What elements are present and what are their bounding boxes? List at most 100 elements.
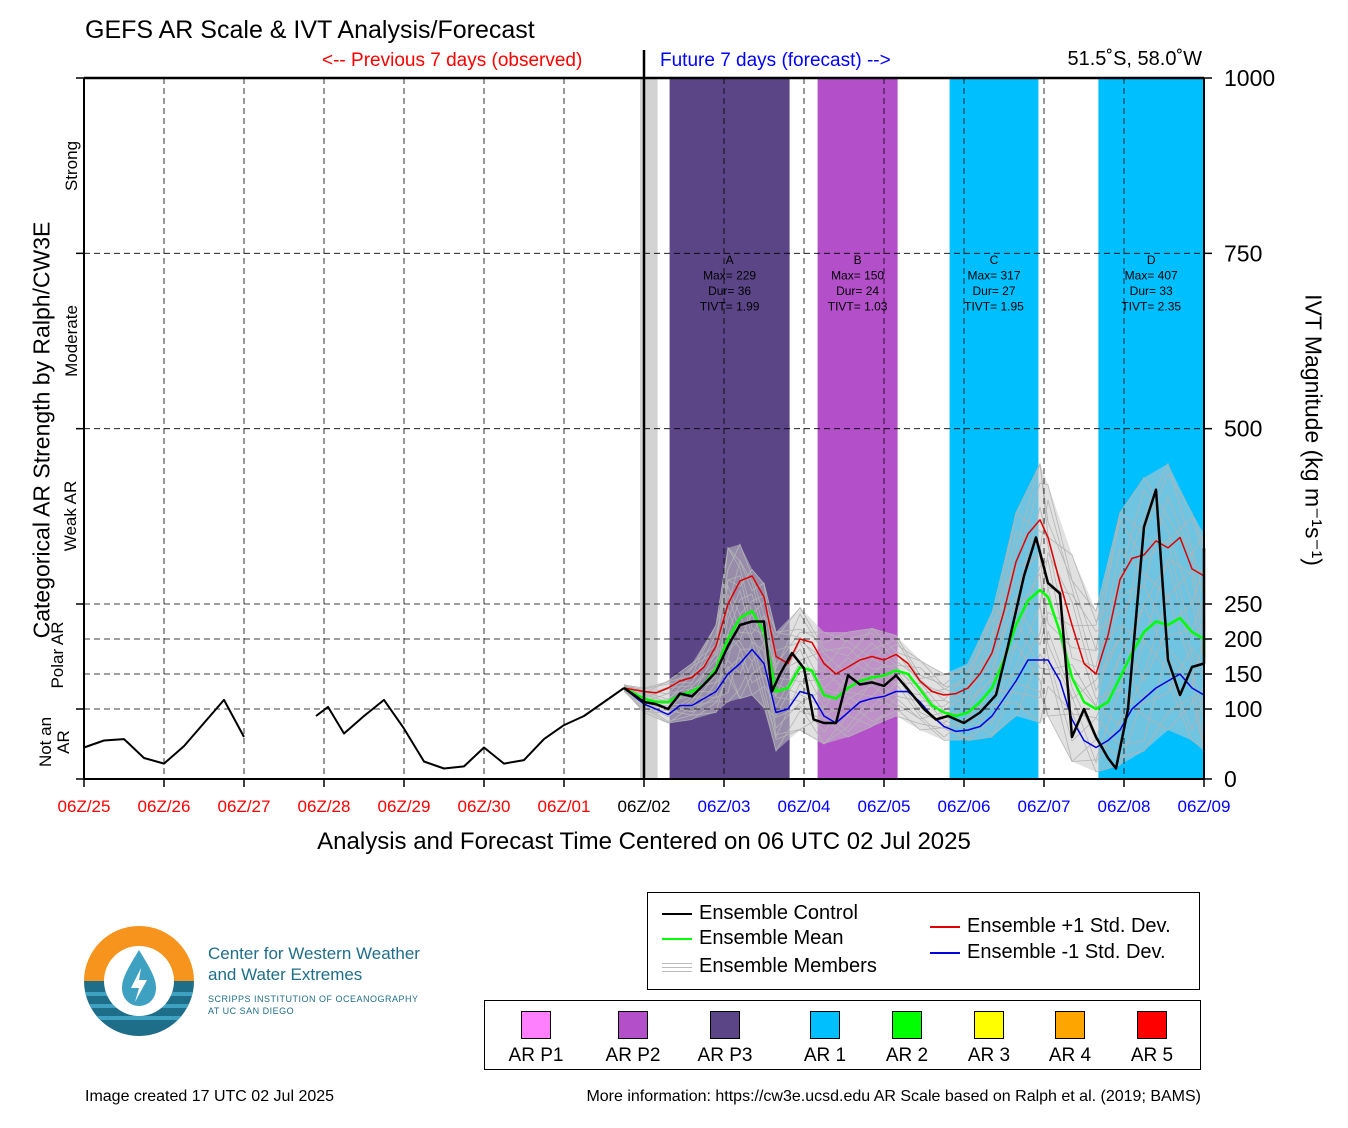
y-tick-label: 250	[1224, 591, 1262, 617]
category-weak-ar: Weak AR	[61, 480, 80, 552]
previous-days-label: <-- Previous 7 days (observed)	[322, 50, 583, 71]
observed-control-line	[315, 687, 625, 770]
ar-scale-item: AR 5	[1107, 1011, 1197, 1067]
x-tick-label: 06Z/25	[58, 797, 111, 816]
logo-subtitle: SCRIPPS INSTITUTION OF OCEANOGRAPHY AT UC…	[208, 993, 419, 1017]
ar-swatch	[618, 1011, 648, 1039]
legend-swatch	[662, 959, 692, 974]
logo-line-1: Center for Western Weather	[208, 944, 420, 963]
logo-title: Center for Western Weather and Water Extr…	[208, 943, 420, 985]
water-drop-lightning-icon	[84, 926, 194, 1036]
ar-label: AR P1	[508, 1045, 564, 1066]
ar-event-label: Max= 150	[831, 269, 884, 283]
ensemble-control-line	[623, 488, 1206, 770]
x-tick-label: 06Z/01	[538, 797, 591, 816]
y-tick-label: 0	[1224, 766, 1237, 792]
location-coordinates: 51.5˚S, 58.0˚W	[1067, 48, 1202, 70]
ar-swatch	[1055, 1011, 1085, 1039]
ar-event-label: Dur= 36	[708, 284, 751, 298]
ar-label: AR 2	[885, 1045, 929, 1066]
legend-swatch	[930, 951, 960, 954]
ar-scale-item: AR 3	[944, 1011, 1034, 1067]
legend-label: Ensemble +1 Std. Dev.	[967, 915, 1171, 937]
ensemble-member-line	[623, 630, 1205, 764]
category-strong: Strong	[62, 140, 81, 192]
category-moderate: Moderate	[62, 305, 81, 377]
legend-label: Ensemble Control	[699, 902, 858, 924]
ar-swatch	[974, 1011, 1004, 1039]
legend-members: Ensemble Members	[662, 955, 877, 978]
legend-mean: Ensemble Mean	[662, 927, 844, 950]
ensemble-member-line	[623, 463, 1205, 690]
ar-scale-legend: AR P1 AR P2 AR P3 AR 1 AR 2 AR 3 AR 4 AR…	[484, 1000, 1201, 1070]
legend-swatch	[662, 912, 692, 915]
logo-line-4: AT UC SAN DIEGO	[208, 1006, 295, 1016]
plus-std-line	[623, 519, 1205, 696]
y-tick-label: 150	[1224, 661, 1262, 687]
legend-control: Ensemble Control	[662, 902, 858, 925]
x-tick-label: 06Z/05	[858, 797, 911, 816]
category-polar-ar: Polar AR	[48, 621, 67, 689]
ar-swatch	[521, 1011, 551, 1039]
legend-plus-std: Ensemble +1 Std. Dev.	[930, 915, 1171, 938]
ar-event-label: Dur= 33	[1130, 284, 1173, 298]
ar-event-label: Dur= 27	[972, 284, 1015, 298]
ar-event-label: Max= 317	[967, 269, 1020, 283]
chart-axes	[76, 50, 1212, 787]
x-tick-label: 06Z/30	[458, 797, 511, 816]
x-tick-label: 06Z/07	[1018, 797, 1071, 816]
legend-label: Ensemble Mean	[699, 927, 844, 949]
ensemble-member-line	[623, 675, 1205, 765]
x-tick-label: 06Z/27	[218, 797, 271, 816]
x-axis-label: Analysis and Forecast Time Centered on 0…	[317, 828, 971, 855]
chart-title: GEFS AR Scale & IVT Analysis/Forecast	[85, 16, 535, 44]
cw3e-logo	[84, 926, 194, 1036]
legend-label: Ensemble Members	[699, 955, 877, 977]
future-days-label: Future 7 days (forecast) -->	[660, 50, 891, 71]
ar-swatch	[710, 1011, 740, 1039]
ar-scale-item: AR P1	[491, 1011, 581, 1067]
ar-scale-item: AR 2	[862, 1011, 952, 1067]
ar-label: AR 3	[967, 1045, 1011, 1066]
more-info-note: More information: https://cw3e.ucsd.edu …	[586, 1088, 1201, 1105]
ar-event-label: B	[854, 253, 862, 267]
legend-label: Ensemble -1 Std. Dev.	[967, 941, 1166, 963]
ar-swatch	[892, 1011, 922, 1039]
x-tick-label: 06Z/29	[378, 797, 431, 816]
chart-series	[83, 488, 1206, 770]
ar-scale-item: AR P2	[588, 1011, 678, 1067]
y-tick-label: 500	[1224, 416, 1262, 442]
ar-swatch	[810, 1011, 840, 1039]
ar-label: AR 1	[803, 1045, 847, 1066]
ar-scale-item: AR 1	[780, 1011, 870, 1067]
ar-event-label: TIVT= 1.99	[700, 300, 760, 314]
ar-event-label: D	[1147, 253, 1156, 267]
ensemble-member-line	[623, 462, 1205, 695]
legend-swatch	[662, 937, 692, 940]
ar-event-label: Max= 407	[1125, 269, 1178, 283]
x-tick-label: 06Z/28	[298, 797, 351, 816]
logo-line-2: and Water Extremes	[208, 965, 363, 984]
right-axis-label: IVT Magnitude (kg m⁻¹s⁻¹)	[1300, 294, 1327, 566]
ar-scale-item: AR 4	[1025, 1011, 1115, 1067]
observed-control-line	[83, 698, 245, 765]
category-line: Not an	[36, 716, 55, 768]
category-line: AR	[54, 730, 73, 754]
legend-minus-std: Ensemble -1 Std. Dev.	[930, 941, 1166, 964]
ensemble-mean-line	[623, 588, 1206, 718]
x-tick-label: 06Z/06	[938, 797, 991, 816]
ar-event-label: A	[726, 253, 734, 267]
left-axis-label: Categorical AR Strength by Ralph/CW3E	[28, 221, 55, 639]
ar-event-label: TIVT= 1.95	[964, 300, 1024, 314]
x-tick-label: 06Z/02	[618, 797, 671, 816]
ar-event-label: Dur= 24	[836, 284, 879, 298]
ar-label: AR 4	[1048, 1045, 1092, 1066]
x-tick-label: 06Z/26	[138, 797, 191, 816]
ensemble-member-line	[623, 587, 1205, 742]
x-tick-label: 06Z/03	[698, 797, 751, 816]
ar-label: AR P3	[697, 1045, 753, 1066]
ar-scale-item: AR P3	[680, 1011, 770, 1067]
ensemble-member-line	[623, 462, 1205, 689]
